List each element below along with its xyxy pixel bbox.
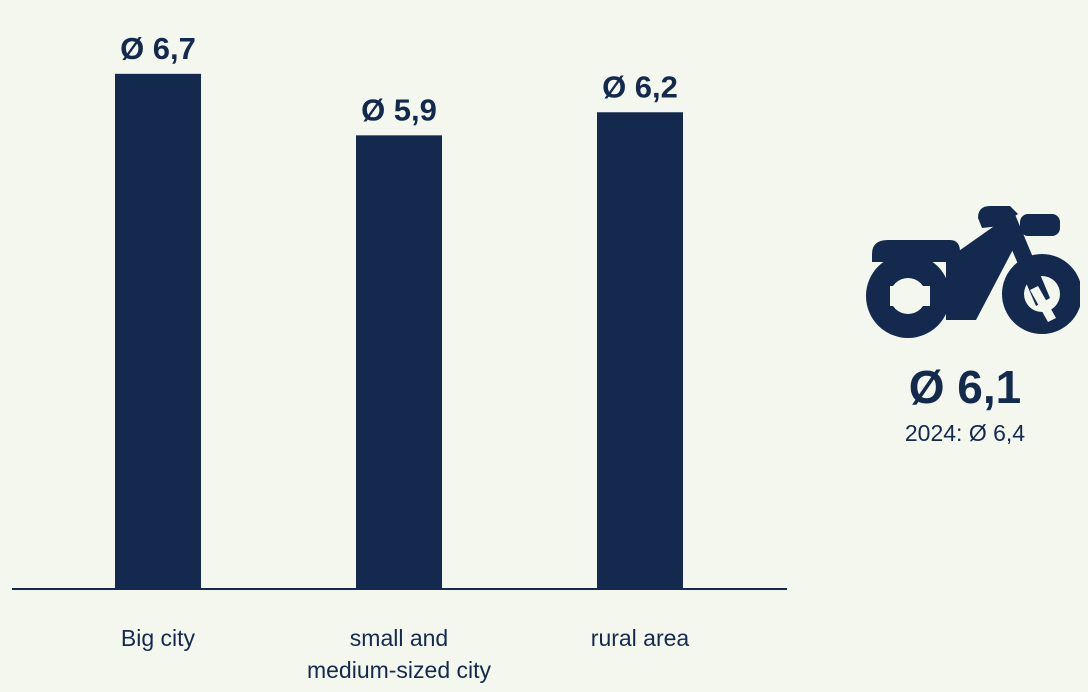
bar-value-label-3: Ø 6,2 [602, 69, 678, 104]
motorcycle-icon [866, 206, 1080, 338]
summary-panel: Ø 6,1 2024: Ø 6,4 [840, 200, 1088, 447]
previous-year-value: 2024: Ø 6,4 [904, 420, 1026, 446]
category-label-2: small and medium-sized city [307, 625, 492, 683]
category-label-3: rural area [591, 625, 690, 651]
bar-1 [115, 73, 201, 589]
bar-chart: Ø 6,7 Ø 5,9 Ø 6,2 Big city small and medium-… [12, 31, 787, 683]
average-value: Ø 6,1 [908, 361, 1022, 413]
bars-layer [115, 73, 683, 590]
bar-3 [597, 112, 683, 590]
value-labels-layer: Ø 6,7 Ø 5,9 Ø 6,2 [120, 31, 678, 128]
category-label-1: Big city [121, 625, 196, 651]
bar-value-label-2: Ø 5,9 [361, 92, 437, 127]
bar-value-label-1: Ø 6,7 [120, 31, 196, 66]
bar-2 [356, 135, 442, 590]
category-labels-layer: Big city small and medium-sized city rural … [121, 625, 689, 683]
